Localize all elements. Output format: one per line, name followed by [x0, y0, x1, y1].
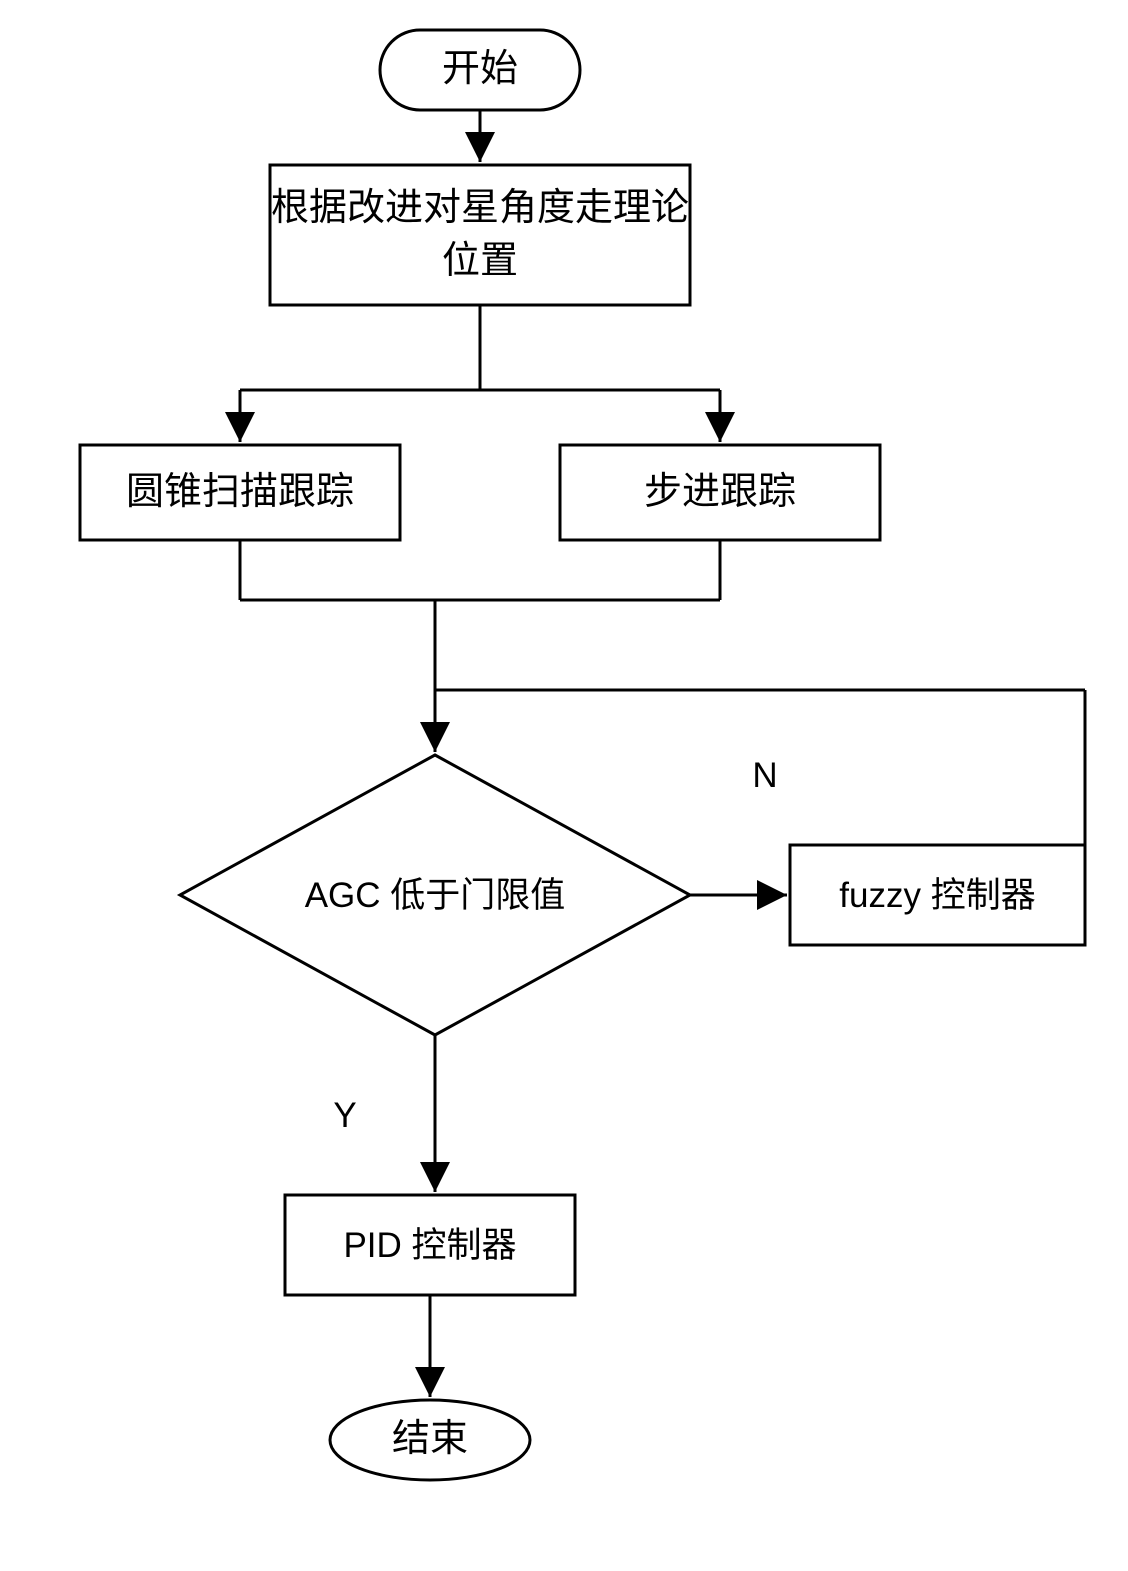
branch-right-label: 步进跟踪: [560, 445, 880, 540]
decision-label: AGC 低于门限值: [280, 820, 590, 970]
pid-label: PID 控制器: [285, 1195, 575, 1295]
end-label: 结束: [330, 1400, 530, 1480]
edge-label-n: N: [745, 755, 785, 795]
branch-left-label: 圆锥扫描跟踪: [80, 445, 400, 540]
step1-label: 根据改进对星角度走理论位置: [270, 165, 690, 305]
edge-label-y: Y: [325, 1095, 365, 1135]
start-label: 开始: [380, 30, 580, 110]
flowchart-container: 开始 根据改进对星角度走理论位置 圆锥扫描跟踪 步进跟踪 AGC 低于门限值 f…: [0, 0, 1128, 1566]
fuzzy-label: fuzzy 控制器: [790, 845, 1085, 945]
